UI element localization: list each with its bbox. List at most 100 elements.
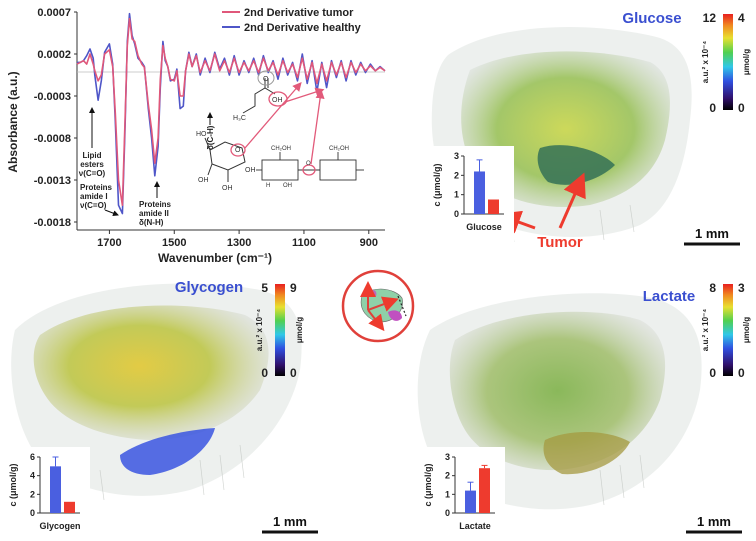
bar-chart-y-tick-label: 2 bbox=[445, 471, 450, 481]
bar-healthy bbox=[50, 466, 61, 513]
glucose-cb-right-top: 4 bbox=[738, 11, 745, 25]
glycogen-cb-unit-right: μmol/g bbox=[295, 317, 304, 343]
glycogen-tissue bbox=[33, 305, 269, 440]
glucose-scale-label: 1 mm bbox=[695, 226, 729, 241]
annot-amide1-3: ν(C=O) bbox=[80, 201, 107, 210]
lactate-labels: H₃C OH O bbox=[233, 76, 283, 122]
glucose-oh2: OH bbox=[222, 185, 233, 192]
legend-tumor: 2nd Derivative tumor bbox=[244, 7, 354, 19]
glucose-to-peak-arrow bbox=[244, 82, 302, 149]
glucose-oh1: OH bbox=[198, 177, 209, 184]
annot-ch: δ(C-H) bbox=[206, 125, 215, 150]
glyc-oh: OH bbox=[283, 183, 292, 189]
spectrum-x-tick-label: 1100 bbox=[292, 237, 316, 249]
tumor-label: Tumor bbox=[537, 234, 583, 251]
glyc-o: O bbox=[306, 161, 311, 167]
annot-amide2-3: δ(N-H) bbox=[139, 218, 164, 227]
lactate-colorbar bbox=[723, 284, 733, 376]
spectrum-x-ticks: 1700 1500 1300 1100 900 bbox=[97, 230, 378, 249]
series-tumor-line bbox=[76, 17, 386, 206]
lactate-tissue bbox=[449, 311, 666, 471]
glycogen-cb-left-bottom: 0 bbox=[261, 366, 268, 380]
glycogen-cb-left-top: 5 bbox=[261, 281, 268, 295]
spectrum-y-tick-label: 0.0007 bbox=[37, 7, 71, 19]
legend-healthy: 2nd Derivative healthy bbox=[244, 22, 362, 34]
bar-chart-y-tick-label: 3 bbox=[454, 151, 459, 161]
glycogen-tissue-striations bbox=[99, 444, 245, 501]
lactate-cb-unit-right: μmol/g bbox=[742, 317, 751, 343]
spectrum-lines bbox=[76, 12, 386, 215]
spectrum-x-label: Wavenumber (cm⁻¹) bbox=[158, 251, 272, 265]
glycogen-scale-label: 1 mm bbox=[273, 514, 307, 529]
spectrum-panel: 0.0007 0.0002 -0.0003 -0.0008 -0.0013 -0.0018… bbox=[6, 7, 386, 265]
bar-chart-y-tick-label: 0 bbox=[30, 508, 35, 518]
bar-chart-x-label: Glucose bbox=[466, 222, 502, 232]
bar-chart-x-label: Lactate bbox=[459, 521, 491, 531]
spectrum-y-label: Absorbance (a.u.) bbox=[6, 71, 20, 172]
annot-lipid-3: ν(C=O) bbox=[79, 169, 106, 178]
glucose-title: Glucose bbox=[622, 10, 681, 27]
spectrum-y-tick-label: -0.0018 bbox=[34, 217, 71, 229]
orientation-axis-x bbox=[367, 296, 399, 312]
bar-chart-bg bbox=[430, 146, 514, 244]
annot-amide1-1: Proteins bbox=[80, 183, 113, 192]
glucose-ho: HO bbox=[196, 131, 207, 138]
glucose-structure bbox=[204, 137, 246, 182]
glucose-bar-chart: 0 1 2 3 c (μmol/g) Glucose bbox=[430, 146, 514, 244]
glycogen-to-peak-arrow bbox=[310, 89, 325, 165]
series-healthy-line bbox=[77, 12, 386, 215]
bar-chart-y-tick-label: 2 bbox=[454, 170, 459, 180]
bar-chart-y-label: c (μmol/g) bbox=[8, 463, 18, 506]
spectrum-y-tick-label: -0.0013 bbox=[34, 175, 71, 187]
spectrum-y-tick-label: 0.0002 bbox=[37, 49, 71, 61]
annot-lipid-1: Lipid bbox=[82, 151, 101, 160]
lactate-scale-label: 1 mm bbox=[697, 514, 731, 529]
glycogen-structure bbox=[256, 152, 364, 181]
glycogen-ring-1 bbox=[261, 159, 299, 181]
glycogen-panel: Glycogen 5 0 9 0 a.u.² x 10⁻⁴ μmol/g 1 m… bbox=[11, 279, 318, 534]
spectrum-y-ticks: 0.0007 0.0002 -0.0003 -0.0008 -0.0013 -0.0018 bbox=[34, 7, 77, 229]
annot-lipid-2: esters bbox=[80, 160, 104, 169]
lactate-oh: OH bbox=[272, 97, 283, 104]
bar-chart-y-tick-label: 0 bbox=[445, 508, 450, 518]
orientation-cut-line bbox=[397, 295, 407, 317]
spectrum-y-tick-label: -0.0008 bbox=[34, 133, 71, 145]
glucose-cb-left-top: 12 bbox=[703, 11, 717, 25]
spectrum-legend: 2nd Derivative tumor 2nd Derivative heal… bbox=[222, 7, 362, 34]
glycogen-title: Glycogen bbox=[175, 279, 243, 296]
glucose-cb-left-bottom: 0 bbox=[709, 101, 716, 115]
glucose-o: O bbox=[235, 147, 241, 154]
glycogen-colorbar bbox=[275, 284, 285, 376]
spectrum-x-tick-label: 900 bbox=[360, 237, 378, 249]
lactate-bar-chart: 0 1 2 3 c (μmol/g) Lactate bbox=[421, 447, 505, 541]
glucose-bond-2 bbox=[207, 163, 213, 176]
bar-chart-y-tick-label: 4 bbox=[30, 471, 35, 481]
lactate-cb-right-bottom: 0 bbox=[738, 366, 745, 380]
bar-tumor bbox=[479, 468, 490, 513]
annot-amide2-2: amide II bbox=[139, 209, 169, 218]
lactate-tumor-region bbox=[543, 431, 630, 475]
glycogen-cb-right-bottom: 0 bbox=[290, 366, 297, 380]
bar-chart-bg bbox=[6, 447, 90, 541]
glycogen-o-circle bbox=[302, 164, 316, 176]
glycogen-bar-chart: 0 2 4 6 c (μmol/g) Glycogen bbox=[6, 447, 90, 541]
glucose-cb-unit-left: a.u.² x 10⁻⁴ bbox=[701, 41, 710, 83]
bar-chart-y-tick-label: 0 bbox=[454, 209, 459, 219]
bar-chart-y-label: c (μmol/g) bbox=[432, 163, 442, 206]
orientation-icon bbox=[341, 269, 415, 343]
glucose-oh3: OH bbox=[245, 167, 256, 174]
lactate-cb-left-bottom: 0 bbox=[709, 366, 716, 380]
bar-tumor bbox=[488, 199, 499, 214]
lactate-o-circle bbox=[257, 70, 275, 86]
lactate-cb-right-top: 3 bbox=[738, 281, 745, 295]
glycogen-cb-unit-left: a.u.² x 10⁻⁴ bbox=[255, 309, 264, 351]
annot-amide1-2: amide I bbox=[80, 192, 108, 201]
glucose-tumor-region bbox=[537, 145, 615, 185]
orientation-tumor bbox=[388, 310, 402, 321]
bar-chart-y-tick-label: 1 bbox=[445, 489, 450, 499]
glycogen-labels: CH₂OH CH₂OH OH O H bbox=[266, 146, 349, 189]
lactate-to-peak-arrow bbox=[284, 87, 325, 103]
bar-chart-y-tick-label: 1 bbox=[454, 190, 459, 200]
glucose-o-circle bbox=[230, 143, 246, 157]
